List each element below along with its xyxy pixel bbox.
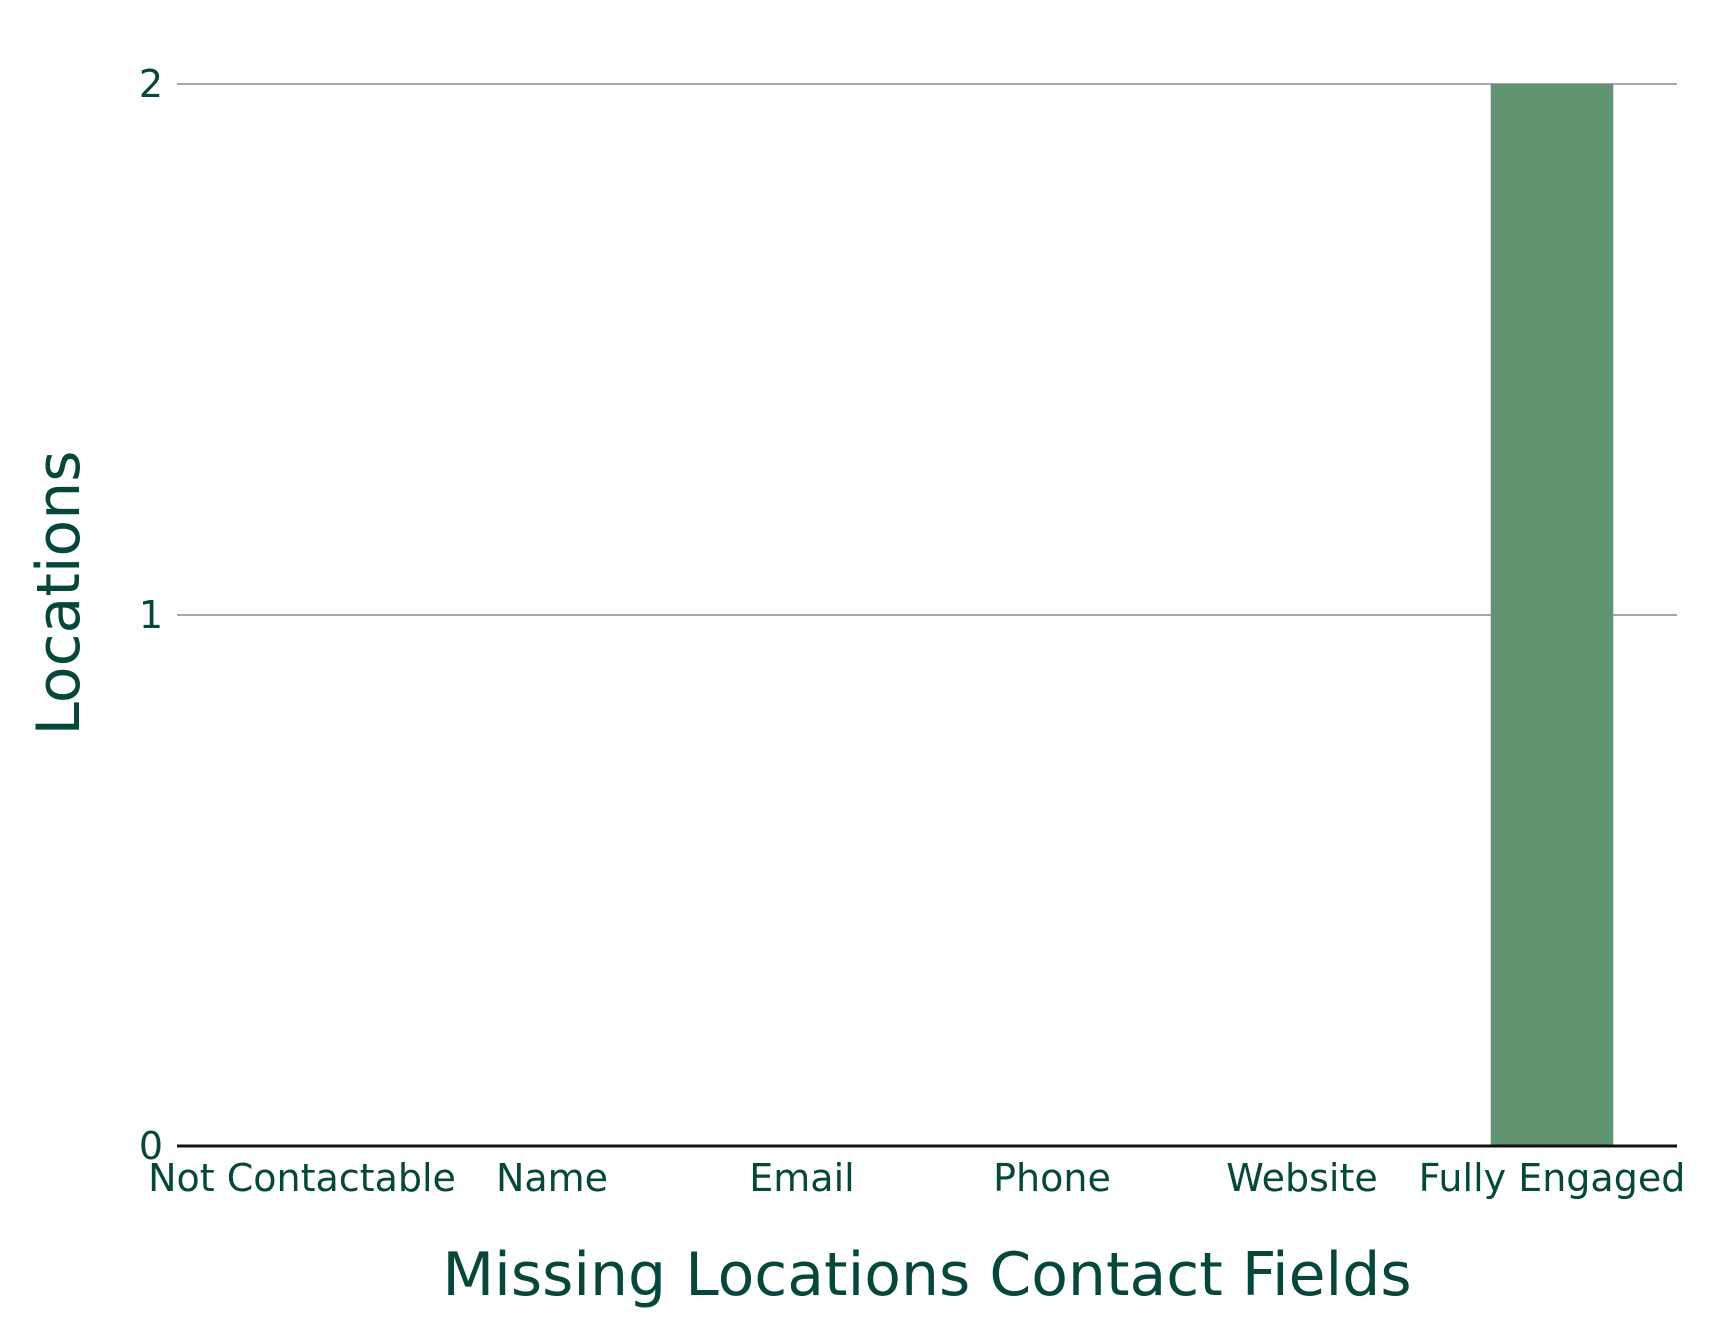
gridlines — [177, 83, 1677, 616]
bar-fully-engaged — [1490, 84, 1614, 1146]
y-tick-labels: 0 1 2 — [139, 62, 163, 1168]
x-tick-labels: Not Contactable Name Email Phone Website Full… — [148, 1156, 1685, 1200]
x-tick-label: Email — [749, 1156, 854, 1200]
y-axis-title: Locations — [24, 450, 94, 735]
bars — [1490, 84, 1614, 1146]
y-tick-label: 1 — [139, 593, 163, 637]
x-tick-label: Fully Engaged — [1419, 1156, 1686, 1200]
y-tick-label: 0 — [139, 1124, 163, 1168]
x-tick-label: Name — [496, 1156, 608, 1200]
x-tick-label: Not Contactable — [148, 1156, 456, 1200]
x-tick-label: Phone — [993, 1156, 1111, 1200]
x-axis-title: Missing Locations Contact Fields — [442, 1240, 1411, 1310]
x-tick-label: Website — [1226, 1156, 1377, 1200]
y-tick-label: 2 — [139, 62, 163, 106]
